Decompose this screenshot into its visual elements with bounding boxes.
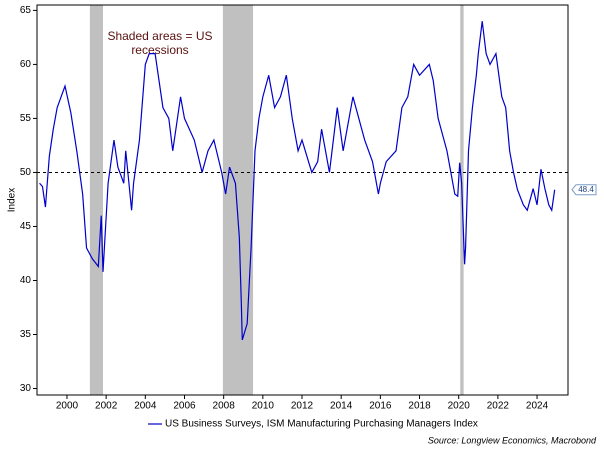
x-tick-label: 2018	[408, 401, 431, 412]
series-line	[39, 21, 556, 341]
x-tick-label: 2022	[487, 401, 510, 412]
x-tick-label: 2016	[369, 401, 392, 412]
x-tick-label: 2014	[330, 401, 353, 412]
y-tick-label: 50	[20, 167, 32, 178]
y-tick-label: 45	[20, 221, 32, 232]
x-tick-label: 2024	[526, 401, 549, 412]
x-tick-label: 2000	[56, 401, 79, 412]
x-tick-label: 2012	[291, 401, 314, 412]
x-tick-label: 2020	[448, 401, 471, 412]
y-tick-label: 55	[20, 113, 32, 124]
end-label-box	[571, 184, 597, 196]
x-tick-label: 2010	[252, 401, 275, 412]
y-tick-label: 40	[20, 275, 32, 286]
y-tick-label: 35	[20, 329, 32, 340]
x-tick-label: 2002	[95, 401, 118, 412]
x-tick-label: 2004	[134, 401, 157, 412]
legend-label: US Business Surveys, ISM Manufacturing P…	[165, 419, 478, 430]
recession-band	[222, 5, 254, 395]
y-axis-label: Index	[7, 188, 18, 212]
end-label: 48.4	[578, 185, 594, 194]
x-tick-label: 2006	[173, 401, 196, 412]
y-tick-label: 60	[20, 59, 32, 70]
annotation: Shaded areas = US recessions	[107, 29, 212, 57]
y-tick-label: 65	[20, 5, 32, 16]
plot-frame	[36, 4, 569, 396]
recession-band	[89, 5, 104, 395]
y-tick-label: 30	[20, 383, 32, 394]
source: Source: Longview Economics, Macrobond	[428, 435, 597, 445]
x-tick-label: 2008	[213, 401, 236, 412]
